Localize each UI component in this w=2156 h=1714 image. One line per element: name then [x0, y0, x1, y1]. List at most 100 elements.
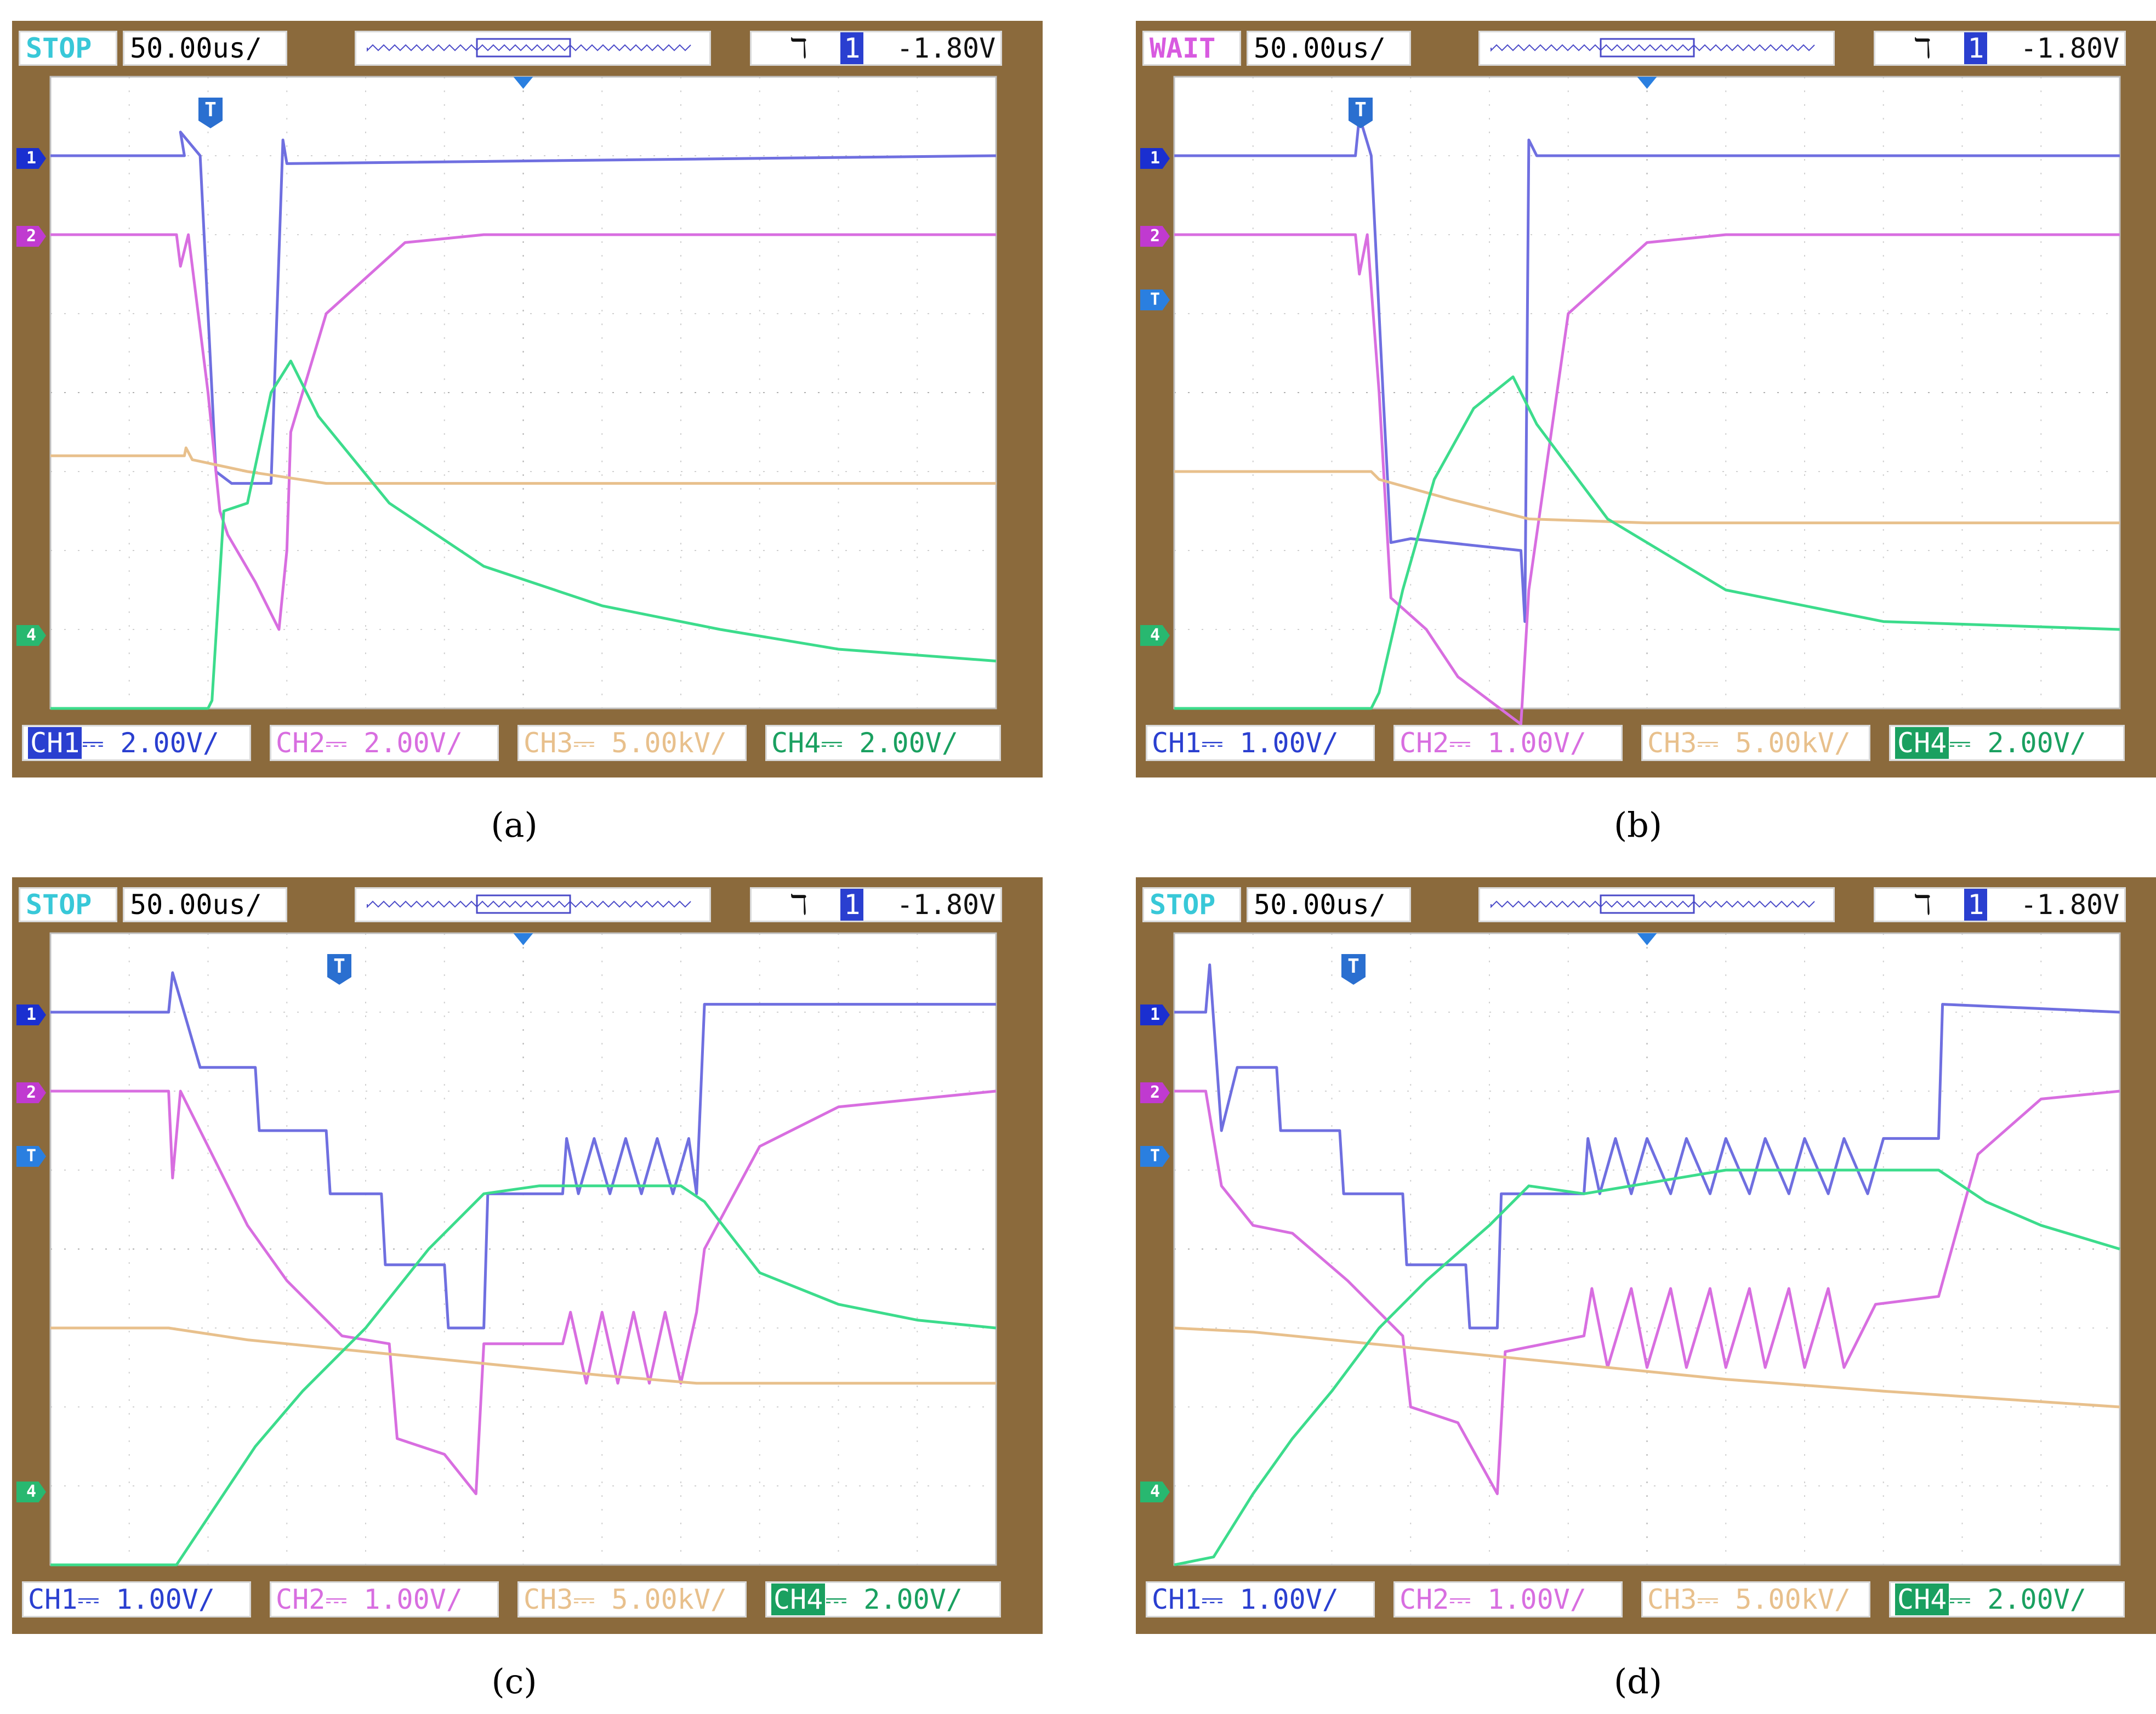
dc-coupling-icon: ⎓ [821, 727, 860, 759]
waveform-plot [49, 932, 997, 1567]
waveform-ch3 [50, 1326, 996, 1385]
waveform-ch3 [50, 446, 996, 485]
waveform-plot [49, 76, 997, 710]
channel-marker-2: 2 [16, 1082, 46, 1103]
channel-name: CH2 [276, 727, 326, 759]
waveform-ch4 [1174, 1168, 2120, 1567]
dc-coupling-icon: ⎓ [1949, 727, 1988, 759]
waveform-ch2 [50, 233, 996, 631]
channel-scale-bar: CH1 ⎓ 1.00V/CH2 ⎓ 1.00V/CH3⎓ 5.00kV/CH4⎓ 2… [12, 1577, 1043, 1626]
waveform-ch1 [50, 971, 996, 1330]
memory-window [1600, 894, 1695, 914]
channel-name: CH4 [771, 727, 821, 759]
time-center-icon [1637, 77, 1657, 89]
trigger-info: ℸ 1 -1.80V [1874, 887, 2126, 922]
trigger-level: -1.80V [2020, 889, 2120, 921]
top-bar: STOP 50.00us/ ℸ 1 -1.80V [1136, 877, 2156, 938]
channel-scale-bar: CH1⎓ 1.00V/CH2⎓ 1.00V/CH3⎓ 5.00kV/CH4⎓ 2… [1136, 720, 2156, 770]
channel-scale: 2.00V/ [859, 727, 958, 759]
channel-scale-ch4: CH4⎓ 2.00V/ [765, 1581, 1001, 1617]
trigger-info: ℸ 1 -1.80V [750, 31, 1002, 66]
waveform-ch4 [50, 359, 997, 710]
channel-scale: 2.00V/ [363, 727, 463, 759]
channel-scale-ch4: CH4⎓ 2.00V/ [1889, 725, 2125, 761]
channel-name: CH1 [1152, 727, 1202, 759]
status-label: STOP [1142, 887, 1241, 922]
waveform-screen [49, 932, 997, 1567]
memory-wave [1491, 900, 1815, 909]
memory-position-bar [355, 31, 711, 66]
channel-scale: 1.00V/ [1487, 1584, 1586, 1615]
memory-waveform-icon [1491, 38, 1815, 58]
dc-coupling-icon: ⎓ [825, 1584, 864, 1615]
channel-scale: 5.00kV/ [611, 1584, 727, 1615]
trigger-edge-icon: ℸ [1914, 889, 1932, 921]
channel-name: CH1 [28, 727, 82, 759]
channel-scale-ch3: CH3⎓ 5.00kV/ [517, 725, 747, 761]
timebase-label: 50.00us/ [123, 31, 287, 66]
caption-b: (b) [1613, 805, 1663, 845]
channel-scale: 2.00V/ [863, 1584, 963, 1615]
channel-scale: 1.00V/ [1487, 727, 1586, 759]
timebase-label: 50.00us/ [1247, 887, 1411, 922]
channel-scale: 1.00V/ [1239, 1584, 1339, 1615]
channel-scale: 1.00V/ [116, 1584, 215, 1615]
channel-name: CH3 [1647, 1584, 1697, 1615]
channel-scale-ch3: CH3⎓ 5.00kV/ [517, 1581, 747, 1617]
channel-marker-4: 4 [16, 625, 46, 646]
memory-position-bar [355, 887, 711, 922]
channel-scale-ch1: CH1⎓ 2.00V/ [22, 725, 251, 761]
dc-coupling-icon: ⎓ [82, 727, 121, 759]
channel-marker-t: T [1140, 290, 1170, 310]
dc-coupling-icon: ⎓ [573, 1584, 612, 1615]
waveform-ch1 [1174, 963, 2120, 1330]
channel-name: CH1 [1152, 1584, 1202, 1615]
channel-markers: 1 2 4 [12, 77, 50, 708]
dc-coupling-icon: ⎓ [573, 727, 612, 759]
trigger-channel: 1 [840, 889, 864, 921]
channel-scale: 5.00kV/ [1735, 1584, 1851, 1615]
channel-scale-ch1: CH1⎓ 1.00V/ [1146, 1581, 1375, 1617]
trigger-info: ℸ 1 -1.80V [1874, 31, 2126, 66]
dc-coupling-icon: ⎓ [1201, 1584, 1240, 1615]
channel-scale-ch4: CH4⎓ 2.00V/ [1889, 1581, 2125, 1617]
channel-scale-ch2: CH2⎓ 1.00V/ [1393, 1581, 1623, 1617]
waveform-ch4 [1174, 375, 2120, 710]
channel-scale: 2.00V/ [120, 727, 219, 759]
memory-window [476, 38, 571, 58]
caption-d: (d) [1613, 1661, 1663, 1701]
trigger-position-icon: T [327, 954, 351, 985]
channel-name: CH2 [276, 1584, 326, 1615]
waveform-screen [1173, 76, 2121, 726]
waveform-ch3 [1174, 1326, 2120, 1409]
channel-scale-bar: CH1⎓ 2.00V/CH2⎓ 2.00V/CH3⎓ 5.00kV/CH4⎓ 2… [12, 720, 1043, 770]
waveform-ch2 [1174, 233, 2120, 726]
dc-coupling-icon: ⎓ [1697, 1584, 1736, 1615]
channel-scale-ch4: CH4⎓ 2.00V/ [765, 725, 1001, 761]
channel-marker-2: 2 [1140, 226, 1170, 247]
trigger-channel: 1 [840, 32, 864, 64]
channel-name: CH1 [28, 1584, 78, 1615]
channel-markers: 1 2 T 4 [1136, 77, 1174, 708]
channel-scale: 1.00V/ [363, 1584, 463, 1615]
caption-a: (a) [491, 805, 538, 845]
channel-name: CH2 [1400, 1584, 1449, 1615]
waveform-ch1 [50, 130, 997, 485]
channel-marker-1: 1 [1140, 148, 1170, 169]
trigger-channel: 1 [1964, 32, 1988, 64]
trigger-level: -1.80V [896, 32, 996, 64]
waveform-ch4 [50, 1184, 997, 1567]
channel-scale-ch1: CH1⎓ 1.00V/ [1146, 725, 1375, 761]
channel-markers: 1 2 T 4 [12, 933, 50, 1565]
status-label: WAIT [1142, 31, 1241, 66]
dc-coupling-icon: ⎓ [325, 727, 364, 759]
memory-position-bar [1478, 887, 1835, 922]
memory-window [476, 894, 571, 914]
caption-c: (c) [491, 1661, 537, 1701]
top-bar: WAIT 50.00us/ ℸ 1 -1.80V [1136, 21, 2156, 81]
waveform-plot [1173, 932, 2121, 1567]
memory-wave [367, 900, 691, 909]
channel-marker-2: 2 [1140, 1082, 1170, 1103]
